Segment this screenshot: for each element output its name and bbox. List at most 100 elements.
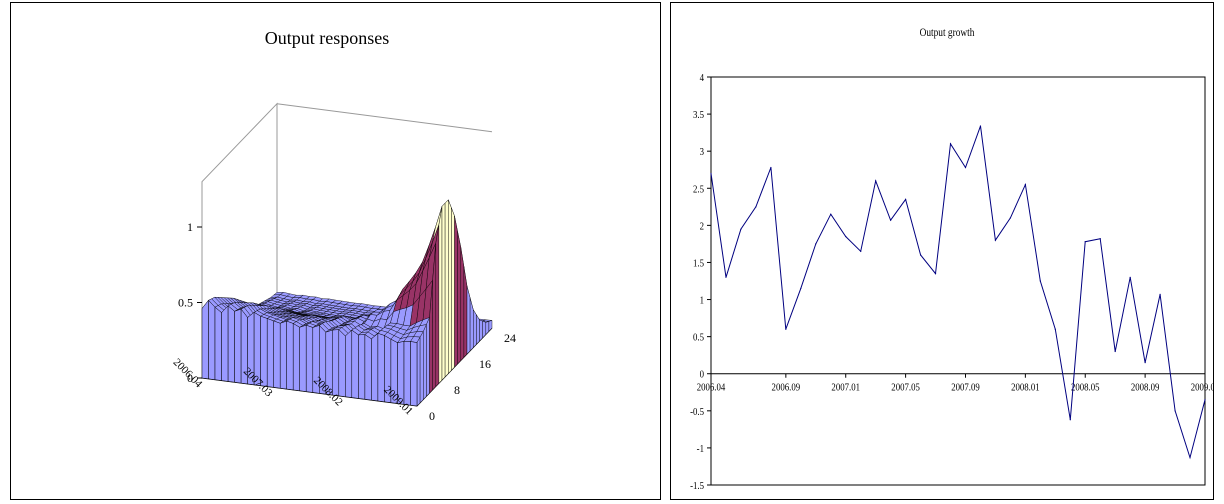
data-point xyxy=(875,180,877,182)
surface-front-facet xyxy=(410,341,418,407)
surface-front-facet xyxy=(292,323,300,391)
surface-front-facet xyxy=(260,315,268,387)
surface-end-facet xyxy=(457,231,461,365)
surface-front-facet xyxy=(371,332,379,402)
surface-end-facet xyxy=(441,202,446,381)
data-point xyxy=(845,235,847,238)
data-point xyxy=(1024,183,1026,186)
surface-end-facet xyxy=(448,199,452,374)
horizon-tick-label: 24 xyxy=(504,331,516,345)
data-point xyxy=(1099,238,1101,240)
surface-end-facet xyxy=(473,309,477,348)
surface-front-facet xyxy=(221,305,229,382)
y-tick-label: 1 xyxy=(700,295,704,307)
surface-front-facet xyxy=(358,334,366,400)
plot-frame xyxy=(710,76,1206,486)
y-tick-label: 2.5 xyxy=(693,183,704,195)
data-point xyxy=(1174,410,1176,412)
surface-end-facet xyxy=(485,321,490,335)
z-tick-label: 0 xyxy=(187,371,193,385)
data-point xyxy=(1009,217,1011,219)
output-growth-line xyxy=(710,125,1206,460)
horizon-tick-label: 0 xyxy=(429,409,435,423)
data-point xyxy=(934,272,937,275)
surface-front-facet xyxy=(364,334,372,401)
output-responses-panel: Output responses 0 0.5 1 2006.04 2007.03 2008… xyxy=(10,2,661,500)
data-point xyxy=(905,198,907,200)
x-tick-label: 2006.04 xyxy=(697,382,726,394)
data-point xyxy=(1189,456,1191,459)
surface-front-facet xyxy=(338,329,346,397)
data-point xyxy=(740,228,742,230)
surface-front-facet xyxy=(208,299,216,380)
y-tick-label: -1 xyxy=(697,443,704,455)
data-point xyxy=(755,206,757,208)
data-point xyxy=(949,143,952,145)
surface-end-facet xyxy=(476,314,480,345)
surface-end-facet xyxy=(416,336,421,407)
data-point xyxy=(979,125,982,127)
surface-front-facet xyxy=(345,329,353,398)
data-point xyxy=(785,328,787,330)
output-growth-panel: Output growth -1.5 -1 -0.5 0 0.5 1 1.5 2 2.5 3 3.5… xyxy=(670,2,1219,500)
y-tick-label: 3 xyxy=(700,146,704,158)
y-tick-label: 1.5 xyxy=(693,258,704,270)
y-tick-label: 0.5 xyxy=(693,332,704,344)
surface-front-facet xyxy=(279,320,287,390)
x-tick-label: 2008.01 xyxy=(1011,382,1040,394)
surface-end-facet xyxy=(479,319,483,342)
data-point xyxy=(919,254,922,256)
data-point xyxy=(770,166,772,169)
data-point xyxy=(800,287,802,290)
y-tick-label: -0.5 xyxy=(690,406,704,418)
data-point xyxy=(994,239,997,241)
horizon-tick-label: 16 xyxy=(479,357,491,371)
y-tick-label: 3.5 xyxy=(693,109,704,121)
surface-front-facet xyxy=(286,320,294,391)
surface-end-facet xyxy=(438,206,443,384)
data-point xyxy=(710,172,712,175)
data-point xyxy=(1114,350,1116,353)
data-point xyxy=(1144,362,1146,364)
surface-front-facet xyxy=(227,305,235,383)
surface-front-facet xyxy=(351,329,359,399)
output-growth-chart: Output growth -1.5 -1 -0.5 0 0.5 1 1.5 2 2.5 3 3.5… xyxy=(690,26,1219,492)
data-point xyxy=(860,250,862,252)
x-tick-label: 2008.09 xyxy=(1131,382,1160,394)
surface-front-facet xyxy=(332,329,340,397)
surface-end-facet xyxy=(444,199,449,378)
surface-end-facet xyxy=(488,320,493,332)
chart-title: Output growth xyxy=(920,26,975,39)
surface-front-facet xyxy=(403,341,411,406)
y-tick-label: -1.5 xyxy=(690,480,704,492)
data-point xyxy=(1084,241,1086,243)
surface-front-facet xyxy=(266,318,274,388)
horizon-tick-label: 8 xyxy=(454,383,460,397)
x-tick-label: 2008.05 xyxy=(1071,382,1100,394)
surface-end-facet xyxy=(463,266,468,358)
y-tick-label: 0 xyxy=(700,369,704,381)
surface-end-facet xyxy=(469,297,474,352)
data-point xyxy=(830,213,832,215)
chart-title: Output responses xyxy=(265,28,390,48)
surface-end-facet xyxy=(426,317,430,397)
data-point xyxy=(1204,399,1206,401)
surface-front-facet xyxy=(299,324,307,392)
z-tick-label: 0.5 xyxy=(178,296,193,310)
data-point xyxy=(1069,419,1071,421)
data-point xyxy=(815,243,817,245)
data-point xyxy=(1129,276,1131,278)
surface-end-facet xyxy=(466,286,471,355)
surface-front-facet xyxy=(201,299,209,380)
data-point xyxy=(1054,328,1056,330)
x-tick-label: 2007.09 xyxy=(951,382,980,394)
x-tick-label: 2007.05 xyxy=(891,382,920,394)
data-point xyxy=(1159,293,1161,295)
x-tick-label: 2007.01 xyxy=(831,382,860,394)
data-point xyxy=(725,276,727,278)
x-tick-label: 2006.09 xyxy=(772,382,801,394)
z-tick-label: 1 xyxy=(187,220,193,234)
surface-front-facet xyxy=(214,306,222,381)
surface-end-facet xyxy=(423,324,427,400)
surface-end-facet xyxy=(460,247,465,361)
